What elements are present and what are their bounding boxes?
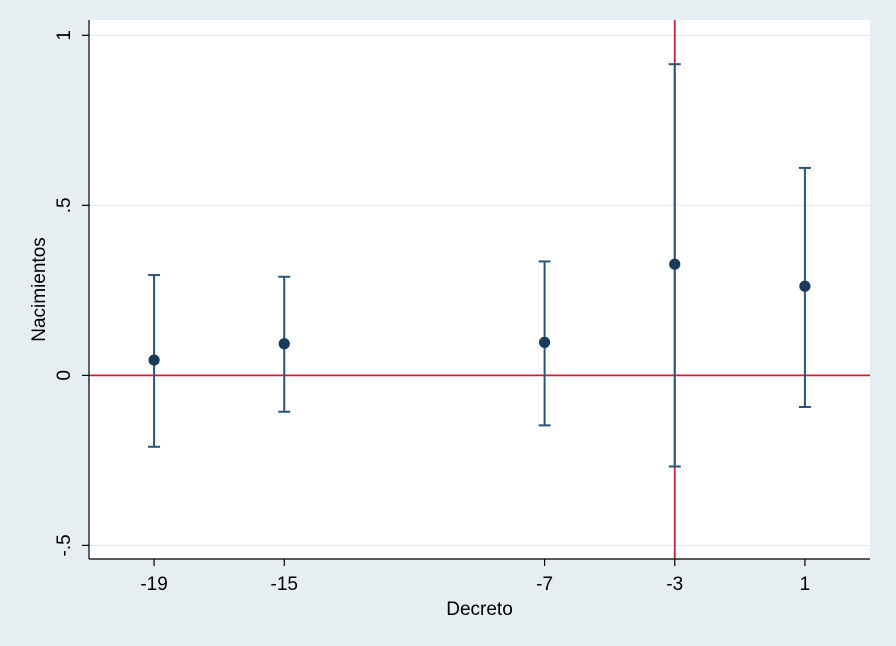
x-tick-label: -19 <box>140 574 167 595</box>
data-point <box>799 280 811 292</box>
y-tick-label: .5 <box>54 197 75 213</box>
plot-area <box>89 20 870 559</box>
x-tick-label: -3 <box>666 574 683 595</box>
data-point <box>538 336 551 348</box>
y-tick-label: 1 <box>54 30 75 41</box>
point-markers <box>148 258 811 366</box>
x-tick-label: -7 <box>536 574 553 595</box>
x-ticks: -19 -15 -7 -3 1 <box>140 559 810 595</box>
data-point <box>148 354 160 366</box>
x-tick-label: -15 <box>271 574 298 595</box>
x-axis-title: Decreto <box>446 599 513 620</box>
axes <box>88 20 870 560</box>
x-tick-label: 1 <box>800 574 811 595</box>
y-axis-title: Nacimientos <box>29 237 50 342</box>
y-ticks: -.5 0 .5 1 <box>54 30 89 556</box>
data-point <box>278 338 290 350</box>
y-tick-label: -.5 <box>54 534 75 556</box>
data-point <box>669 258 681 270</box>
y-tick-label: 0 <box>54 370 75 381</box>
